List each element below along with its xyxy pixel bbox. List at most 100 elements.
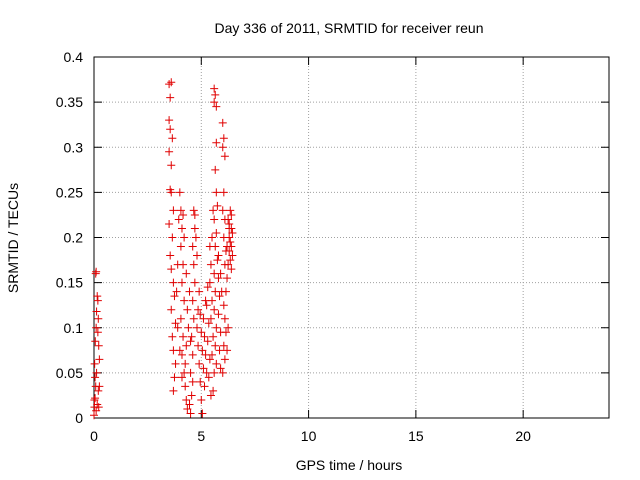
- data-point: [167, 78, 176, 87]
- data-point: [206, 314, 215, 323]
- data-point: [216, 364, 225, 373]
- data-point: [168, 332, 177, 341]
- data-point: [167, 188, 176, 197]
- data-point: [90, 359, 99, 368]
- data-point: [212, 323, 221, 332]
- data-point: [181, 382, 190, 391]
- data-point: [199, 364, 208, 373]
- data-point: [215, 346, 224, 355]
- data-points: [90, 78, 237, 420]
- y-tick-label: 0.25: [56, 184, 83, 200]
- data-point: [224, 215, 233, 224]
- data-point: [197, 395, 206, 404]
- data-point: [193, 323, 201, 332]
- data-point: [211, 242, 220, 251]
- y-tick-label: 0.4: [64, 49, 84, 65]
- data-point: [169, 278, 178, 287]
- data-point: [179, 260, 188, 269]
- data-point: [225, 219, 234, 228]
- data-point: [93, 328, 102, 337]
- data-point: [171, 319, 180, 328]
- data-point: [180, 296, 189, 305]
- data-point: [228, 251, 237, 260]
- data-point: [90, 411, 98, 420]
- data-point: [92, 267, 101, 276]
- axis-ticks: 0 0.05 0.1 0.15 0.2 0.25 0.3 0.35 0.4 0 5 10 15 20: [56, 49, 609, 444]
- data-point: [188, 242, 197, 251]
- data-point: [172, 287, 181, 296]
- data-point: [176, 206, 185, 215]
- data-point: [188, 296, 197, 305]
- data-point: [177, 373, 186, 382]
- data-point: [227, 265, 236, 274]
- data-point: [189, 314, 198, 323]
- data-point: [170, 373, 179, 382]
- data-point: [202, 368, 211, 377]
- data-point: [193, 251, 201, 260]
- y-tick-label: 0.3: [64, 139, 84, 155]
- data-point: [212, 188, 221, 197]
- data-point: [213, 256, 222, 265]
- data-point: [216, 269, 225, 278]
- data-point: [219, 188, 228, 197]
- data-point: [218, 143, 227, 152]
- data-point: [190, 278, 199, 287]
- data-point: [165, 219, 174, 228]
- data-point: [223, 346, 232, 355]
- data-point: [212, 138, 221, 147]
- data-point: [226, 238, 235, 247]
- data-point: [95, 355, 104, 364]
- y-tick-label: 0.1: [64, 320, 84, 336]
- data-point: [202, 301, 211, 310]
- data-point: [182, 395, 191, 404]
- data-point: [92, 368, 101, 377]
- data-point: [215, 292, 224, 301]
- x-tick-label: 20: [515, 428, 531, 444]
- data-point: [228, 228, 237, 237]
- data-point: [219, 341, 228, 350]
- data-point: [226, 256, 235, 265]
- data-point: [94, 386, 103, 395]
- data-point: [190, 210, 199, 219]
- data-point: [90, 395, 99, 404]
- data-point: [210, 98, 219, 107]
- data-point: [94, 341, 103, 350]
- data-point: [174, 215, 183, 224]
- data-point: [176, 314, 185, 323]
- data-point: [167, 265, 176, 274]
- data-point: [227, 224, 236, 233]
- y-tick-label: 0.2: [64, 230, 84, 246]
- data-point: [204, 373, 213, 382]
- data-point: [93, 292, 102, 301]
- data-point: [208, 350, 217, 359]
- data-point: [209, 332, 218, 341]
- data-point: [214, 251, 223, 260]
- data-point: [194, 305, 203, 314]
- data-point: [177, 350, 186, 359]
- data-point: [166, 93, 175, 102]
- data-point: [223, 242, 232, 251]
- data-point: [184, 323, 193, 332]
- data-point: [208, 233, 217, 242]
- data-point: [208, 296, 217, 305]
- data-point: [197, 328, 206, 337]
- data-point: [211, 165, 220, 174]
- data-point: [206, 260, 215, 269]
- data-point: [203, 337, 212, 346]
- y-tick-label: 0.15: [56, 275, 83, 291]
- data-point: [182, 269, 191, 278]
- data-point: [199, 314, 208, 323]
- data-point: [218, 118, 227, 127]
- y-tick-label: 0.35: [56, 94, 83, 110]
- data-point: [169, 386, 178, 395]
- data-point: [176, 242, 185, 251]
- data-point: [211, 341, 220, 350]
- data-point: [200, 332, 209, 341]
- data-point: [220, 152, 229, 161]
- data-point: [186, 368, 195, 377]
- data-point: [177, 278, 186, 287]
- x-tick-label: 15: [408, 428, 424, 444]
- data-point: [196, 310, 205, 319]
- data-point: [168, 134, 177, 143]
